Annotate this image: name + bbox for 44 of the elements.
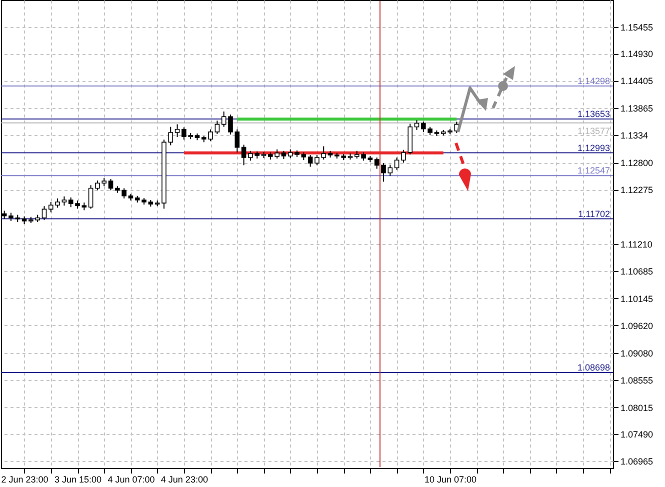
x-tick-label: 4 Jun 23:00 bbox=[160, 474, 208, 484]
y-tick-label: 1.1334 bbox=[620, 130, 648, 141]
y-tick-label: 1.08555 bbox=[620, 375, 654, 386]
ref-line-label: 1.13577 bbox=[577, 126, 610, 136]
y-tick-label: 1.07490 bbox=[620, 430, 654, 440]
candlestick bbox=[88, 184, 94, 210]
y-tick-label: 1.10145 bbox=[620, 294, 654, 304]
candlestick bbox=[381, 162, 386, 182]
candlestick bbox=[241, 144, 246, 166]
candlestick bbox=[108, 178, 114, 191]
y-tick-label: 1.12275 bbox=[620, 185, 654, 195]
ref-line-label: 1.08698 bbox=[577, 362, 610, 372]
ref-line-label: 1.13653 bbox=[577, 109, 610, 120]
y-tick-label: 1.10685 bbox=[620, 266, 654, 276]
y-tick-label: 1.13865 bbox=[620, 104, 654, 114]
candlestick bbox=[68, 196, 74, 208]
candlestick bbox=[394, 157, 400, 170]
y-tick-label: 1.11210 bbox=[620, 239, 652, 250]
y-tick-label: 1.08015 bbox=[620, 402, 654, 413]
candlestick bbox=[62, 196, 67, 206]
x-tick-label: 2 Jun 23:00 bbox=[1, 474, 48, 484]
y-tick-label: 1.14405 bbox=[620, 76, 654, 86]
y-tick-label: 1.12800 bbox=[620, 158, 654, 168]
y-tick-label: 1.09080 bbox=[620, 348, 654, 358]
x-tick-label: 4 Jun 07:00 bbox=[108, 474, 155, 484]
candlestick bbox=[221, 111, 226, 128]
candlestick bbox=[174, 124, 180, 138]
candlestick bbox=[214, 120, 220, 135]
candlestick bbox=[374, 157, 380, 170]
ref-line-label: 1.12993 bbox=[577, 142, 610, 153]
candlestick bbox=[234, 128, 240, 153]
ref-line-label: 1.12547 bbox=[577, 166, 610, 176]
x-tick-label: 10 Jun 07:00 bbox=[424, 474, 477, 484]
candlestick bbox=[388, 164, 393, 176]
candlestick bbox=[308, 154, 313, 168]
ref-line-label: 1.11702 bbox=[578, 208, 610, 219]
y-tick-label: 1.14930 bbox=[620, 49, 654, 60]
y-tick-label: 1.15455 bbox=[620, 22, 654, 32]
ref-line-label: 1.14298 bbox=[577, 76, 610, 86]
candlestick bbox=[42, 206, 47, 220]
y-tick-label: 1.09620 bbox=[620, 320, 654, 331]
candlestick bbox=[228, 114, 233, 136]
y-tick-label: 1.06965 bbox=[620, 456, 654, 467]
x-tick-label: 3 Jun 15:00 bbox=[54, 474, 102, 484]
